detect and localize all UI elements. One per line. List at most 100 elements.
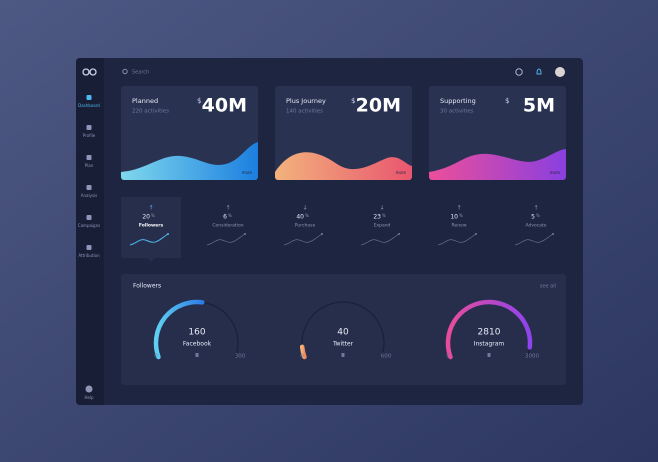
- stage-arrow: ↓: [379, 205, 384, 212]
- gauge-icon: [341, 353, 345, 357]
- stage-pointer: [147, 258, 155, 262]
- stage-sparkline-end: [552, 233, 554, 235]
- nav-icon: [86, 125, 92, 130]
- chat-icon[interactable]: [515, 68, 523, 76]
- stage-value: 6: [223, 214, 227, 221]
- nav-label: Attribution: [78, 253, 100, 258]
- gauge-min: 0: [154, 354, 158, 360]
- card[interactable]: [429, 86, 566, 180]
- nav-icon: [86, 155, 92, 160]
- gauge-name: Facebook: [183, 341, 212, 348]
- stage-value: 10: [450, 214, 458, 221]
- card-title: Plus Journey: [286, 97, 326, 105]
- card-wave: [275, 152, 412, 180]
- gauge-min: 0: [300, 354, 304, 360]
- stage-unit: %: [228, 213, 232, 218]
- gauge-value: 40: [337, 328, 349, 338]
- gauge-arc: [445, 299, 533, 360]
- nav-icon: [86, 245, 92, 250]
- stage-arrow: ↑: [456, 205, 461, 212]
- stage-value: 23: [373, 214, 381, 221]
- card-amount: 20M: [356, 95, 401, 117]
- search-placeholder: Search: [132, 70, 149, 76]
- gauge-icon: [487, 353, 491, 357]
- followers-panel: [121, 274, 566, 385]
- card-currency: $: [197, 97, 201, 105]
- stage-label: Consideration: [212, 223, 243, 229]
- stage-active: [121, 197, 181, 258]
- card-link: more: [242, 170, 253, 175]
- nav-icon: [86, 95, 92, 100]
- nav-label: Profile: [83, 133, 96, 138]
- card-wave: [121, 142, 258, 180]
- stage-arrow: ↑: [225, 205, 230, 212]
- stage-sparkline-end: [475, 233, 477, 235]
- stage-unit: %: [536, 213, 540, 218]
- card[interactable]: [121, 86, 258, 180]
- stage-unit: %: [151, 213, 155, 218]
- gauge-value: 2810: [478, 328, 501, 338]
- stage-label: Renew: [452, 223, 467, 229]
- card-wave: [429, 149, 566, 180]
- stage-value: 40: [296, 214, 304, 221]
- card-title: Planned: [132, 97, 158, 105]
- card-subtitle: 140 activities: [286, 109, 323, 115]
- stage-arrow: ↑: [148, 205, 153, 212]
- gauge-value: 160: [188, 328, 205, 338]
- logo: [82, 68, 97, 76]
- stage-sparkline: [514, 233, 554, 246]
- card-amount: 40M: [202, 95, 247, 117]
- gauge-max: 3000: [525, 354, 539, 360]
- card-subtitle: 220 activities: [132, 109, 169, 115]
- card-currency: $: [505, 97, 509, 105]
- stage-sparkline: [360, 233, 400, 246]
- stage-sparkline: [129, 233, 169, 246]
- stage-unit: %: [382, 213, 386, 218]
- card-title: Supporting: [440, 97, 476, 105]
- gauge-name: Instagram: [474, 341, 505, 348]
- stage-unit: %: [305, 213, 309, 218]
- stage-sparkline: [283, 233, 323, 246]
- avatar[interactable]: [555, 67, 565, 77]
- stage-sparkline: [206, 233, 246, 246]
- card-link: more: [550, 170, 561, 175]
- stage-label: Expand: [374, 223, 391, 229]
- sidebar: [76, 58, 104, 405]
- nav-icon: [86, 185, 92, 190]
- nav-label: Dashboard: [78, 103, 100, 108]
- search-icon: [122, 68, 128, 75]
- stage-sparkline-end: [398, 233, 400, 235]
- stage-arrow: ↑: [533, 205, 538, 212]
- stage-sparkline-end: [244, 233, 246, 235]
- gauge-arc: [299, 344, 307, 360]
- stage-value: 20: [142, 214, 150, 221]
- card-link: more: [396, 170, 407, 175]
- stage-value: 5: [531, 214, 535, 221]
- card-subtitle: 30 activities: [440, 109, 474, 115]
- nav-label: Plan: [85, 163, 94, 168]
- card-amount: 5M: [523, 95, 555, 117]
- stage-sparkline-end: [167, 233, 169, 235]
- nav-label: Campaigns: [78, 223, 100, 228]
- gauge-max: 600: [381, 354, 392, 360]
- stage-sparkline-end: [321, 233, 323, 235]
- panel-title: Followers: [133, 283, 161, 290]
- stage-sparkline: [437, 233, 477, 246]
- gauge-icon: [195, 353, 199, 357]
- gauge-name: Twitter: [332, 341, 354, 348]
- help-icon[interactable]: [85, 385, 93, 393]
- card-currency: $: [351, 97, 355, 105]
- gauge-arc: [153, 299, 205, 360]
- stage-unit: %: [459, 213, 463, 218]
- stage-label: Purchase: [295, 223, 316, 229]
- panel-link: see all: [540, 284, 556, 290]
- stage-arrow: ↓: [302, 205, 307, 212]
- stage-label: Followers: [139, 223, 164, 229]
- stage-label: Advocate: [525, 223, 546, 229]
- gauge-max: 300: [235, 354, 246, 360]
- nav-icon: [86, 215, 92, 220]
- nav-label: Analysis: [81, 193, 97, 198]
- notification-icon[interactable]: [536, 68, 542, 75]
